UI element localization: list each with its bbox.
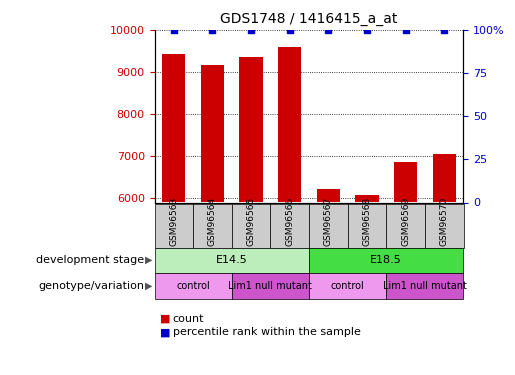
Text: ▶: ▶ <box>145 281 153 291</box>
Bar <box>278 47 301 202</box>
Point <box>247 27 255 33</box>
Text: ▶: ▶ <box>145 255 153 265</box>
Text: GSM96565: GSM96565 <box>247 197 255 246</box>
Point <box>324 27 333 33</box>
Point <box>440 27 448 33</box>
Bar <box>355 195 379 202</box>
Text: percentile rank within the sample: percentile rank within the sample <box>173 327 360 337</box>
Bar <box>162 54 185 202</box>
Text: genotype/variation: genotype/variation <box>38 281 144 291</box>
Point <box>285 27 294 33</box>
Bar <box>239 57 263 202</box>
Text: ■: ■ <box>160 327 170 337</box>
Bar <box>317 189 340 202</box>
Text: Lim1 null mutant: Lim1 null mutant <box>383 281 467 291</box>
Bar <box>394 162 417 202</box>
Text: E14.5: E14.5 <box>216 255 248 265</box>
Text: control: control <box>331 281 365 291</box>
Text: GSM96566: GSM96566 <box>285 197 294 246</box>
Text: GSM96564: GSM96564 <box>208 197 217 246</box>
Title: GDS1748 / 1416415_a_at: GDS1748 / 1416415_a_at <box>220 12 398 26</box>
Text: ■: ■ <box>160 314 170 324</box>
Bar <box>201 65 224 203</box>
Text: GSM96569: GSM96569 <box>401 197 410 246</box>
Point <box>401 27 409 33</box>
Text: control: control <box>176 281 210 291</box>
Text: GSM96568: GSM96568 <box>363 197 371 246</box>
Text: GSM96563: GSM96563 <box>169 197 178 246</box>
Text: GSM96570: GSM96570 <box>440 197 449 246</box>
Text: development stage: development stage <box>36 255 144 265</box>
Text: count: count <box>173 314 204 324</box>
Point <box>363 27 371 33</box>
Point <box>169 27 178 33</box>
Text: E18.5: E18.5 <box>370 255 402 265</box>
Text: GSM96567: GSM96567 <box>324 197 333 246</box>
Bar <box>433 154 456 203</box>
Point <box>208 27 216 33</box>
Text: Lim1 null mutant: Lim1 null mutant <box>229 281 312 291</box>
